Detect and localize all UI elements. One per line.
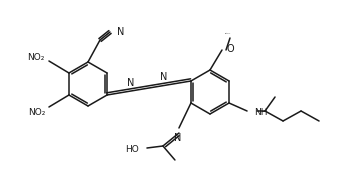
Text: N: N [174,133,182,143]
Text: N: N [117,27,124,37]
Text: NO₂: NO₂ [28,107,46,117]
Text: O: O [227,44,235,54]
Text: N: N [160,72,167,82]
Text: N: N [127,78,134,88]
Text: NO₂: NO₂ [27,53,45,61]
Text: NH: NH [254,107,267,117]
Text: methoxy: methoxy [225,32,231,34]
Text: HO: HO [125,144,139,154]
